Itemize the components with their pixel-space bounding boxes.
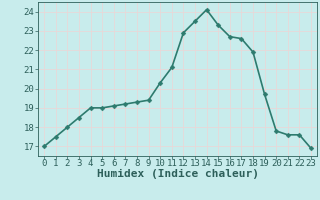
X-axis label: Humidex (Indice chaleur): Humidex (Indice chaleur) — [97, 169, 259, 179]
